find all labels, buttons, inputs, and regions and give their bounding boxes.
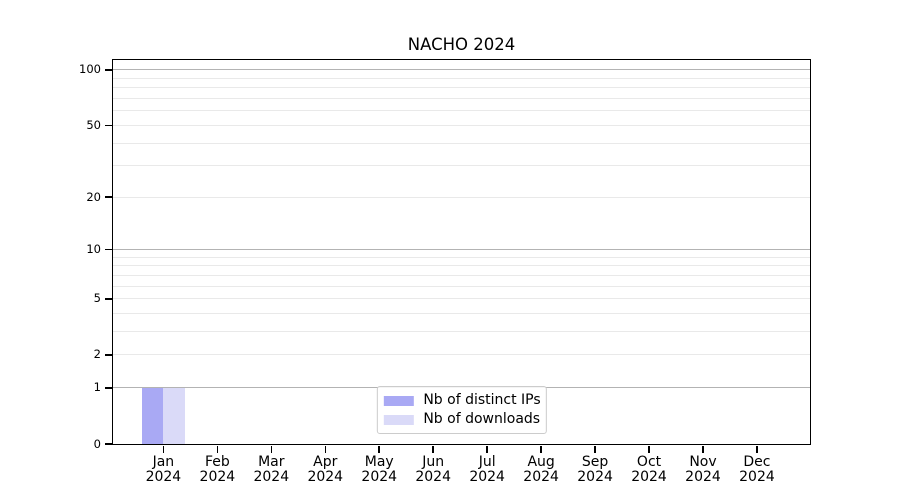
y-tick-mark (104, 443, 112, 445)
y-tick-label: 100 (79, 62, 101, 77)
x-tick-label: Aug 2024 (523, 454, 559, 485)
bar-nb-of-distinct-ips (141, 387, 164, 444)
y-tick-mark (104, 196, 112, 198)
y-gridline-minor (113, 77, 810, 79)
x-tick-mark (216, 445, 219, 453)
legend-swatch-distinct-ips (383, 395, 414, 406)
y-gridline-minor (113, 354, 810, 356)
y-gridline-minor (113, 285, 810, 287)
x-tick-mark (702, 445, 704, 453)
x-tick-label: Dec 2024 (739, 454, 775, 485)
bar-nb-of-downloads (163, 387, 186, 444)
y-gridline-minor (113, 87, 810, 89)
y-tick-mark (104, 69, 112, 71)
y-gridline-major (113, 249, 810, 251)
y-gridline-minor (113, 124, 810, 126)
y-gridline-major (113, 69, 810, 71)
x-tick-label: Sep 2024 (577, 454, 613, 485)
y-tick-label: 1 (93, 380, 101, 395)
x-tick-mark (594, 445, 596, 453)
y-gridline-minor (113, 165, 810, 167)
y-tick-mark (104, 387, 112, 389)
y-tick-mark (104, 298, 112, 300)
y-gridline-minor (113, 313, 810, 315)
legend-label-downloads: Nb of downloads (423, 411, 541, 427)
x-tick-mark (486, 445, 488, 453)
y-tick-label: 50 (86, 117, 101, 132)
y-gridline-minor (113, 274, 810, 276)
plot-area: 100 50 20 10 5 2 1 0 Jan 2024 Feb 2024 Mar 2024 Apr… (79, 59, 811, 484)
x-tick-label: Jun 2024 (415, 454, 451, 485)
x-tick-label: Nov 2024 (685, 454, 721, 485)
x-tick-mark (162, 445, 165, 453)
y-gridline-minor (113, 256, 810, 258)
x-tick-label: Feb 2024 (199, 454, 236, 485)
x-tick-label: Oct 2024 (631, 454, 667, 485)
legend: Nb of distinct IPs Nb of downloads (376, 386, 547, 434)
legend-item-downloads: Nb of downloads (383, 410, 540, 429)
x-tick-label: Apr 2024 (307, 454, 344, 485)
x-tick-mark (756, 445, 758, 453)
x-tick-label: Jul 2024 (469, 454, 505, 485)
legend-swatch-downloads (383, 414, 414, 425)
y-tick-label: 0 (93, 436, 101, 451)
x-tick-mark (432, 445, 434, 453)
y-gridline-minor (113, 331, 810, 333)
x-tick-mark (540, 445, 542, 453)
x-tick-label: Mar 2024 (253, 454, 290, 485)
legend-label-distinct-ips: Nb of distinct IPs (423, 392, 541, 408)
x-tick-label: May 2024 (361, 454, 398, 485)
x-tick-mark (270, 445, 273, 453)
y-tick-label: 10 (86, 242, 101, 257)
x-tick-mark (378, 445, 380, 453)
x-tick-label: Jan 2024 (145, 454, 182, 485)
y-gridline-minor (113, 196, 810, 198)
y-tick-label: 2 (93, 347, 101, 362)
y-tick-mark (104, 354, 112, 356)
y-gridline-minor (113, 142, 810, 144)
y-gridline-minor (113, 298, 810, 300)
y-tick-mark (104, 124, 112, 127)
y-gridline-minor (113, 98, 810, 100)
y-gridline-minor (113, 265, 810, 267)
y-tick-mark (104, 248, 112, 251)
y-tick-label: 20 (86, 189, 101, 204)
chart-title: NACHO 2024 (407, 35, 516, 54)
y-tick-label: 5 (93, 291, 101, 306)
x-tick-mark (324, 445, 327, 453)
legend-item-distinct-ips: Nb of distinct IPs (383, 391, 541, 410)
y-gridline-minor (113, 110, 810, 112)
x-tick-mark (648, 445, 650, 453)
